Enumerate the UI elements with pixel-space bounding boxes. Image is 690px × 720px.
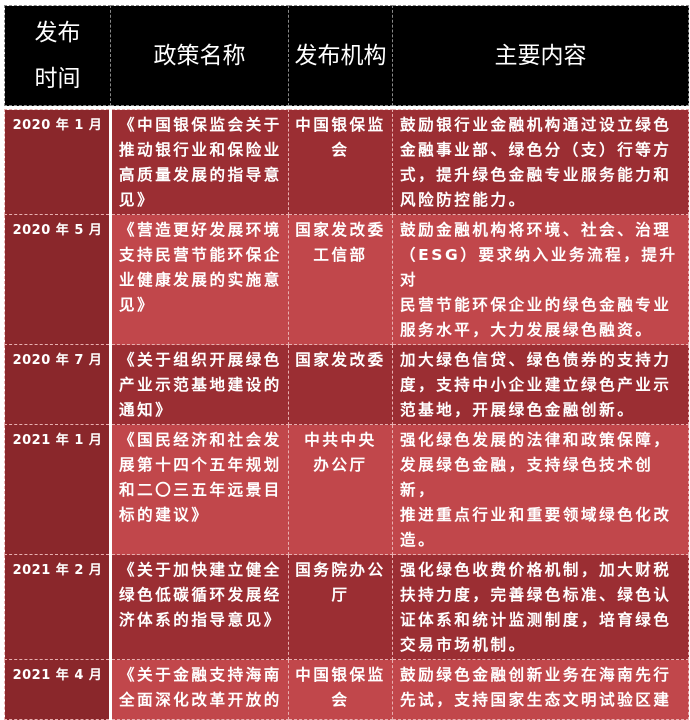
row-date: 2021 年 4 月 — [4, 659, 112, 720]
policy-name: 《国民经济和社会发 展第十四个五年规划 和二〇三五年远景目 标的建议》 — [110, 424, 289, 555]
issuing-org: 中共中央 办公厅 — [288, 424, 393, 555]
header-org: 发布机构 — [288, 5, 393, 106]
table-row: 2020 年 1 月《中国银保监会关于 推动银行业和保险业 高质量发展的指导意 … — [4, 109, 689, 215]
row-date: 2021 年 2 月 — [4, 554, 112, 660]
main-content: 强化绿色发展的法律和政策保障， 发展绿色金融，支持绿色技术创新， 推进重点行业和… — [392, 424, 689, 555]
header-content: 主要内容 — [392, 5, 689, 106]
policy-name: 《中国银保监会关于 推动银行业和保险业 高质量发展的指导意 见》 — [110, 109, 289, 215]
table-row: 2021 年 1 月《国民经济和社会发 展第十四个五年规划 和二〇三五年远景目 … — [4, 424, 689, 555]
table-row: 2020 年 7 月《关于组织开展绿色 产业示范基地建设的 通知》 国家发改委 加大… — [4, 344, 689, 425]
policy-name: 《营造更好发展环境 支持民营节能环保企 业健康发展的实施意 见》 — [110, 214, 289, 345]
policy-name: 《关于组织开展绿色 产业示范基地建设的 通知》 — [110, 344, 289, 425]
row-date: 2020 年 5 月 — [4, 214, 112, 345]
table-row: 2021 年 4 月《关于金融支持海南 全面深化改革开放的 中国银保监会 鼓励绿色金… — [4, 659, 689, 720]
policy-name: 《关于加快建立健全 绿色低碳循环发展经 济体系的指导意见》 — [110, 554, 289, 660]
main-content: 鼓励绿色金融创新业务在海南先行 先试，支持国家生态文明试验区建 — [392, 659, 689, 720]
policy-table: 发布 时间 政策名称 发布机构 主要内容 2020 年 1 月《中国银保监会关于… — [4, 5, 689, 720]
table-header: 发布 时间 政策名称 发布机构 主要内容 — [4, 5, 689, 106]
main-content: 鼓励银行业金融机构通过设立绿色 金融事业部、绿色分（支）行等方 式，提升绿色金融… — [392, 109, 689, 215]
row-date: 2020 年 7 月 — [4, 344, 112, 425]
main-content: 加大绿色信贷、绿色债券的支持力 度，支持中小企业建立绿色产业示 范基地，开展绿色… — [392, 344, 689, 425]
policy-name: 《关于金融支持海南 全面深化改革开放的 — [110, 659, 289, 720]
issuing-org: 国务院办公厅 — [288, 554, 393, 660]
main-content: 强化绿色收费价格机制，加大财税 扶持力度，完善绿色标准、绿色认 证体系和统计监测… — [392, 554, 689, 660]
issuing-org: 国家发改委 工信部 — [288, 214, 393, 345]
row-date: 2021 年 1 月 — [4, 424, 112, 555]
issuing-org: 中国银保监会 — [288, 109, 393, 215]
main-content: 鼓励金融机构将环境、社会、治理 （ESG）要求纳入业务流程，提升对 民营节能环保… — [392, 214, 689, 345]
header-date: 发布 时间 — [4, 5, 111, 106]
table-row: 2020 年 5 月《营造更好发展环境 支持民营节能环保企 业健康发展的实施意 … — [4, 214, 689, 345]
issuing-org: 中国银保监会 — [288, 659, 393, 720]
table-row: 2021 年 2 月《关于加快建立健全 绿色低碳循环发展经 济体系的指导意见》国… — [4, 554, 689, 660]
header-name: 政策名称 — [110, 5, 289, 106]
issuing-org: 国家发改委 — [288, 344, 393, 425]
row-date: 2020 年 1 月 — [4, 109, 112, 215]
